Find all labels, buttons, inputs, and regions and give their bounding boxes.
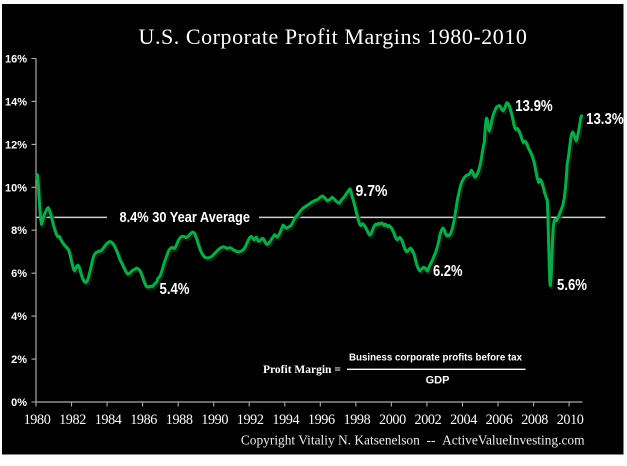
svg-text:13.9%: 13.9% (515, 98, 553, 115)
svg-text:2006: 2006 (486, 412, 513, 428)
svg-text:1996: 1996 (308, 412, 335, 428)
svg-text:6.2%: 6.2% (433, 263, 463, 280)
svg-text:1988: 1988 (166, 412, 193, 428)
svg-text:8%: 8% (11, 225, 27, 237)
svg-text:13.3%: 13.3% (586, 111, 624, 128)
svg-text:0%: 0% (11, 397, 27, 409)
svg-text:Business corporate profits bef: Business corporate profits before tax (349, 353, 522, 364)
svg-text:U.S. Corporate Profit Margins: U.S. Corporate Profit Margins 1980-2010 (139, 24, 528, 49)
svg-text:GDP: GDP (426, 375, 450, 387)
svg-text:5.6%: 5.6% (557, 277, 587, 294)
svg-text:Profit Margin =: Profit Margin = (263, 364, 341, 376)
svg-text:2002: 2002 (415, 412, 442, 428)
svg-text:6%: 6% (11, 268, 27, 280)
svg-text:16%: 16% (5, 54, 27, 66)
svg-text:10%: 10% (5, 182, 27, 194)
svg-text:1992: 1992 (237, 412, 264, 428)
svg-text:9.7%: 9.7% (356, 183, 388, 200)
svg-text:1998: 1998 (344, 412, 371, 428)
svg-text:2004: 2004 (450, 412, 477, 428)
svg-text:1982: 1982 (59, 412, 86, 428)
svg-text:1986: 1986 (130, 412, 157, 428)
svg-text:5.4%: 5.4% (160, 281, 190, 298)
svg-text:2008: 2008 (521, 412, 548, 428)
svg-text:2010: 2010 (557, 412, 584, 428)
svg-text:4%: 4% (11, 311, 27, 323)
svg-text:14%: 14% (5, 96, 27, 108)
svg-text:1990: 1990 (201, 412, 228, 428)
svg-text:8.4% 30 Year Average: 8.4% 30 Year Average (120, 209, 251, 226)
svg-text:2000: 2000 (379, 412, 406, 428)
svg-text:1980: 1980 (24, 412, 51, 428)
svg-text:1994: 1994 (272, 412, 299, 428)
svg-text:Copyright Vitaliy N. Katsenels: Copyright Vitaliy N. Katsenelson -- Acti… (241, 433, 585, 448)
svg-text:2%: 2% (11, 354, 27, 366)
svg-text:1984: 1984 (95, 412, 122, 428)
svg-text:12%: 12% (5, 139, 27, 151)
